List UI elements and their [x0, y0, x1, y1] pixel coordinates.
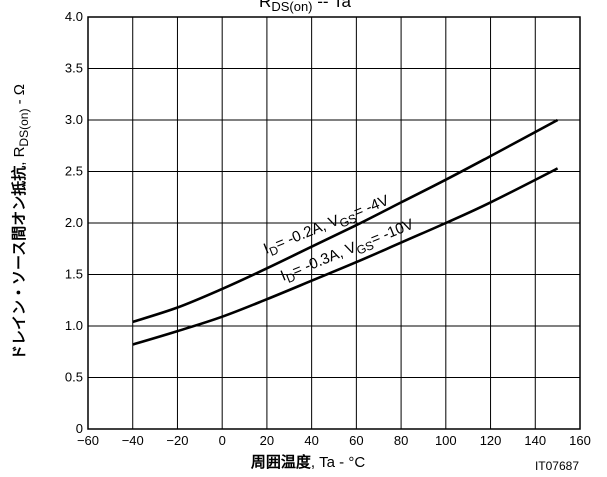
x-tick-label: 80	[394, 433, 408, 448]
y-tick-label: 3.0	[65, 112, 83, 127]
y-tick-label: 4.0	[65, 9, 83, 24]
x-tick-label: 120	[480, 433, 502, 448]
series-line-2	[132, 167, 559, 346]
x-tick-label: 40	[304, 433, 318, 448]
y-tick-labels: 0 0.5 1.0 1.5 2.0 2.5 3.0 3.5 4.0	[65, 9, 83, 436]
x-tick-label: 0	[219, 433, 226, 448]
y-tick-label: 2.0	[65, 215, 83, 230]
x-tick-label: 100	[435, 433, 457, 448]
y-tick-label: 0	[76, 421, 83, 436]
y-tick-label: 1.0	[65, 318, 83, 333]
figure-code: IT07687	[535, 459, 579, 473]
y-tick-label: 0.5	[65, 370, 83, 385]
x-tick-label: 160	[569, 433, 591, 448]
series-line-1	[132, 118, 559, 324]
chart-title: RDS(on) -- Ta	[259, 0, 351, 14]
x-tick-label: −20	[166, 433, 188, 448]
x-tick-label: −40	[122, 433, 144, 448]
y-tick-label: 3.5	[65, 61, 83, 76]
x-tick-label: 60	[349, 433, 363, 448]
x-tick-label: −60	[77, 433, 99, 448]
x-axis-label: 周囲温度, Ta - °C	[251, 453, 366, 471]
plot-frame	[87, 16, 581, 430]
y-tick-label: 1.5	[65, 267, 83, 282]
series-group	[132, 118, 559, 346]
y-axis-label: ドレイン・ソース間オン抵抗, RDS(on) - Ω	[10, 84, 31, 360]
x-tick-label: 140	[524, 433, 546, 448]
y-tick-label: 2.5	[65, 164, 83, 179]
x-tick-label: 20	[260, 433, 274, 448]
x-tick-labels: −60 −40 −20 0 20 40 60 80 100 120 140 160	[77, 433, 591, 448]
